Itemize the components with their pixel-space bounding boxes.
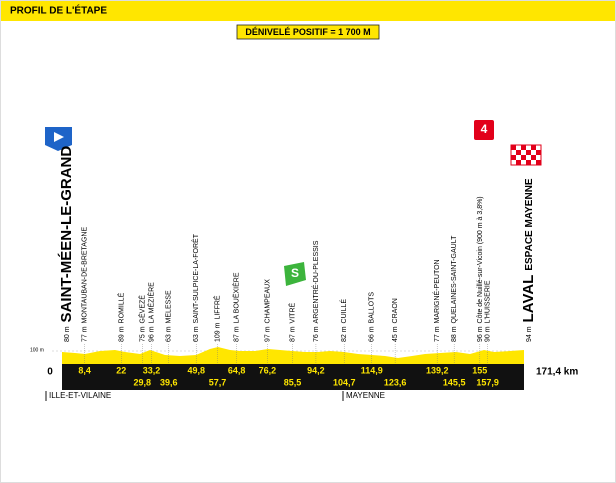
waypoint-label: 89 m ROMILLÉ	[116, 292, 125, 342]
finish-name: LAVAL	[520, 275, 537, 323]
distance-bar	[62, 364, 524, 390]
waypoint-altitude: 77 m	[81, 326, 88, 342]
waypoint-label: 76 m ARGENTRÉ-DU-PLESSIS	[311, 240, 320, 342]
waypoint-name: CHAMPEAUX	[264, 279, 271, 324]
waypoint-name: BALLOTS	[369, 292, 376, 324]
waypoint-altitude: 82 m	[341, 326, 348, 342]
waypoint-name: ROMILLÉ	[116, 292, 125, 323]
km-label: 49,8	[187, 365, 205, 375]
km-label: 114,9	[361, 365, 383, 375]
waypoint-name: VITRÉ	[287, 302, 296, 323]
waypoint-label: 96 m Côte de Nuillé-sur-Vicoin (900 m à 3…	[477, 196, 484, 342]
km-label: 85,5	[284, 377, 302, 387]
km-label: 139,2	[426, 365, 449, 375]
waypoint-altitude: 77 m	[434, 326, 441, 342]
sprint-badge: S	[291, 266, 299, 280]
header-title: PROFIL DE L'ÉTAPE	[10, 4, 107, 17]
summary: DÉNIVELÉ POSITIF = 1 700 M	[245, 27, 370, 37]
waypoint-altitude: 63 m	[166, 326, 173, 342]
waypoint-name: SAINT-SULPICE-LA-FORÊT	[191, 233, 200, 323]
km-label: 76,2	[259, 365, 277, 375]
waypoint-name: QUELAINES-SAINT-GAULT	[451, 235, 458, 324]
km-label: 155	[472, 365, 487, 375]
scale-label: 100 m	[30, 347, 44, 353]
waypoint-altitude: 75 m	[139, 326, 146, 342]
waypoint-name: Côte de Nuillé-sur-Vicoin (900 m à 3,8%)	[477, 196, 484, 323]
waypoint-name: LA MÉZIÈRE	[146, 282, 155, 324]
waypoint-label: 90 m L'HUISSERIE	[484, 280, 491, 342]
waypoint-name: CRAON	[392, 298, 399, 323]
km-label: 94,2	[307, 365, 325, 375]
waypoint-name: GÉVEZÉ	[137, 295, 146, 324]
start-arrow	[54, 132, 64, 142]
finish-label: 94 m LAVAL ESPACE MAYENNE	[520, 178, 537, 342]
waypoint-altitude: 66 m	[369, 326, 376, 342]
waypoint-label: 96 m LA MÉZIÈRE	[146, 282, 155, 342]
waypoint-label: 88 m QUELAINES-SAINT-GAULT	[451, 235, 458, 342]
elevation-profile	[62, 347, 524, 364]
header-band	[0, 0, 616, 21]
start-name: SAINT-MÉEN-LE-GRAND	[58, 146, 75, 323]
waypoint-label: 45 m CRAON	[392, 298, 399, 342]
km-label: 57,7	[209, 377, 227, 387]
finish-badge-box	[474, 120, 494, 140]
waypoint-name: LA BOUËXIÈRE	[232, 272, 241, 323]
km-label: 29,8	[134, 377, 152, 387]
waypoint-altitude: 76 m	[313, 326, 320, 342]
waypoint-altitude: 88 m	[451, 326, 458, 342]
waypoint-label: 75 m GÉVEZÉ	[137, 295, 146, 342]
waypoint-name: L'HUISSERIE	[484, 280, 491, 323]
waypoint-altitude: 90 m	[484, 326, 491, 342]
region: MAYENNE	[346, 391, 385, 400]
waypoint-label: 87 m LA BOUËXIÈRE	[232, 272, 241, 342]
waypoint-altitude: 96 m	[148, 326, 155, 342]
km-label: 123,6	[384, 377, 407, 387]
waypoint-altitude: 45 m	[392, 326, 399, 342]
checkered-flag	[510, 144, 542, 166]
waypoint-altitude: 87 m	[289, 326, 296, 342]
finish-altitude: 94 m	[526, 326, 533, 342]
finish-km: 171,4 km	[536, 367, 578, 378]
start-label: 80 m SAINT-MÉEN-LE-GRAND	[58, 146, 75, 342]
waypoint-name: LIFFRÉ	[212, 295, 221, 319]
km-label: 8,4	[78, 365, 91, 375]
waypoint-altitude: 109 m	[214, 322, 221, 342]
km-label: 39,6	[160, 377, 178, 387]
waypoint-label: 87 m VITRÉ	[287, 302, 296, 342]
sprint-badge-box	[284, 262, 306, 286]
region: ILLE-ET-VILAINE	[49, 391, 111, 400]
waypoint-label: 109 m LIFFRÉ	[212, 295, 221, 342]
waypoint-name: MARIGNÉ-PEUTON	[432, 259, 441, 323]
finish-subname: ESPACE MAYENNE	[524, 178, 535, 271]
waypoint-altitude: 96 m	[477, 326, 484, 342]
start-km: 0	[47, 367, 53, 378]
waypoint-altitude: 87 m	[234, 326, 241, 342]
waypoint-label: 63 m MELESSE	[166, 290, 173, 342]
summary-box	[236, 24, 380, 40]
finish-badge: 4	[481, 122, 488, 136]
start-altitude: 80 m	[64, 326, 71, 342]
km-label: 157,9	[476, 377, 499, 387]
km-label: 33,2	[143, 365, 161, 375]
waypoint-altitude: 63 m	[193, 326, 200, 342]
km-label: 22	[116, 365, 126, 375]
waypoint-label: 82 m CUILLÉ	[339, 299, 348, 342]
waypoint-label: 77 m MONTAUBAN-DE-BRETAGNE	[81, 227, 88, 342]
km-label: 145,5	[443, 377, 466, 387]
waypoint-altitude: 89 m	[118, 326, 125, 342]
km-label: 64,8	[228, 365, 246, 375]
waypoint-name: MONTAUBAN-DE-BRETAGNE	[81, 227, 88, 324]
waypoint-name: MELESSE	[166, 290, 173, 323]
waypoint-label: 97 m CHAMPEAUX	[264, 279, 271, 342]
waypoint-altitude: 97 m	[264, 326, 271, 342]
waypoint-name: ARGENTRÉ-DU-PLESSIS	[311, 240, 320, 323]
waypoint-label: 77 m MARIGNÉ-PEUTON	[432, 259, 441, 342]
waypoint-name: CUILLÉ	[339, 299, 348, 324]
waypoint-label: 63 m SAINT-SULPICE-LA-FORÊT	[191, 233, 200, 342]
km-label: 104,7	[333, 377, 356, 387]
waypoint-label: 66 m BALLOTS	[369, 292, 376, 342]
